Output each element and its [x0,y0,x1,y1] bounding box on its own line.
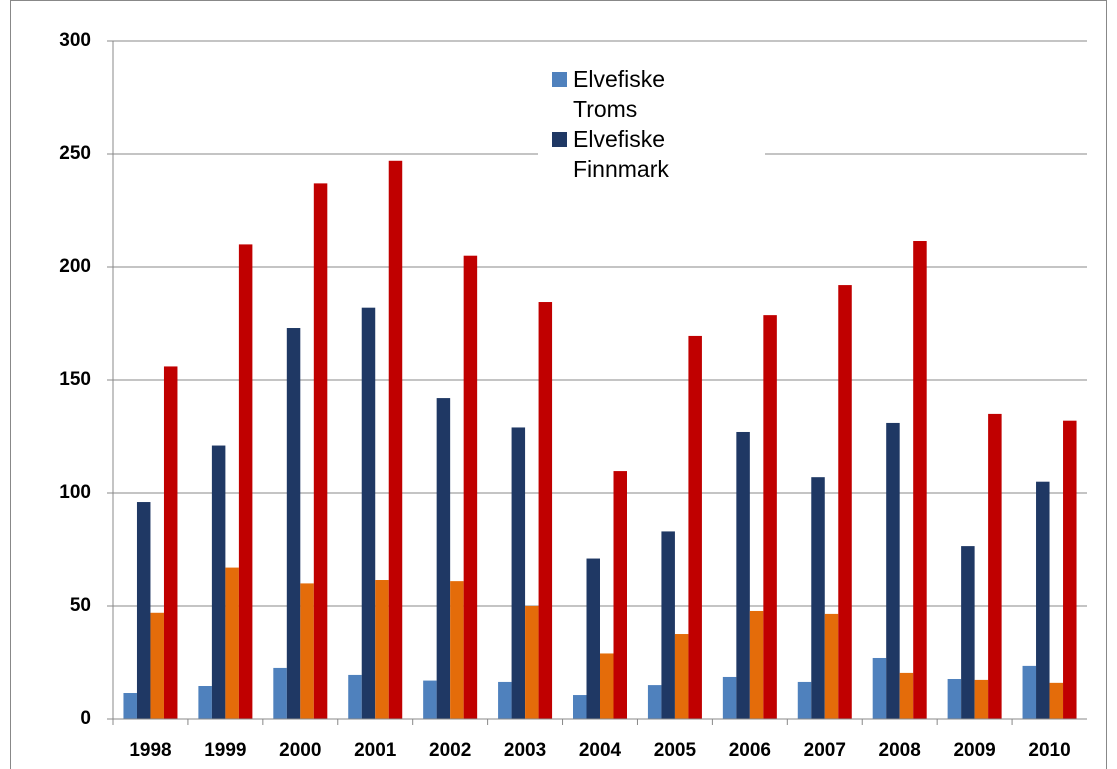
bar [436,398,451,719]
x-tick-label: 2010 [1028,740,1070,761]
x-tick-label: 2001 [354,740,397,761]
bar [913,241,927,719]
bar [988,413,1002,719]
x-tick-label: 2002 [429,740,471,761]
bar [947,678,962,719]
bar [736,431,750,719]
bar [647,685,662,719]
bar [511,427,526,719]
bar [872,657,887,719]
bar [388,160,403,719]
legend: Elvefiske Troms Elvefiske Finnmark [538,60,765,216]
x-tick-label: 1998 [129,740,171,761]
bar [375,580,389,719]
bar [811,477,825,719]
bar [348,674,362,719]
bar [974,679,989,719]
legend-item: Elvefiske Finnmark [552,124,765,184]
bar [763,315,777,719]
bar [300,583,314,719]
bar [797,681,812,719]
bar [586,558,600,719]
bar [123,693,137,719]
bar [600,653,614,719]
bar [463,255,478,719]
bar [498,681,512,719]
bar [313,183,328,719]
x-tick-label: 2003 [504,740,546,761]
legend-label: Elvefiske Troms [573,66,666,122]
bar [661,531,675,719]
bar [613,471,627,719]
bar [136,502,151,719]
legend-swatch [552,72,567,87]
bar [674,634,689,719]
bar [573,695,587,719]
y-tick-label: 200 [59,256,91,277]
bar [198,686,212,719]
bar [273,667,287,719]
chart-border [10,0,1107,769]
bar [423,680,437,719]
y-tick-label: 0 [80,708,91,729]
bar [525,606,539,719]
bar [749,610,764,719]
bar [722,676,737,719]
bar [824,613,839,719]
x-tick-label: 2006 [729,740,771,761]
bar [961,546,975,719]
bar [286,328,301,719]
bar [450,581,464,719]
bar [150,612,164,719]
y-tick-label: 300 [59,30,91,51]
bar [163,366,178,719]
x-tick-label: 2000 [279,740,321,761]
bar [886,422,900,719]
bar [1022,665,1037,719]
y-tick-label: 250 [59,143,91,164]
bar [1036,481,1050,719]
bar [225,567,239,719]
bar [361,307,376,719]
x-tick-label: 2007 [804,740,846,761]
bar [538,302,553,719]
y-tick-label: 100 [59,482,91,503]
bar [1063,420,1077,719]
legend-item: Elvefiske Troms [552,64,765,124]
bar [238,244,253,719]
x-tick-label: 1999 [204,740,246,761]
bar [688,335,702,719]
y-tick-label: 50 [70,595,91,616]
x-tick-label: 2009 [953,740,995,761]
bar [1049,682,1064,719]
bar [899,672,914,719]
legend-swatch [552,132,567,147]
x-tick-label: 2008 [879,740,921,761]
x-tick-label: 2004 [579,740,622,761]
y-tick-label: 150 [59,369,91,390]
x-tick-label: 2005 [654,740,697,761]
bar [838,285,852,719]
legend-label: Elvefiske Finnmark [573,126,669,182]
bar [211,445,226,719]
